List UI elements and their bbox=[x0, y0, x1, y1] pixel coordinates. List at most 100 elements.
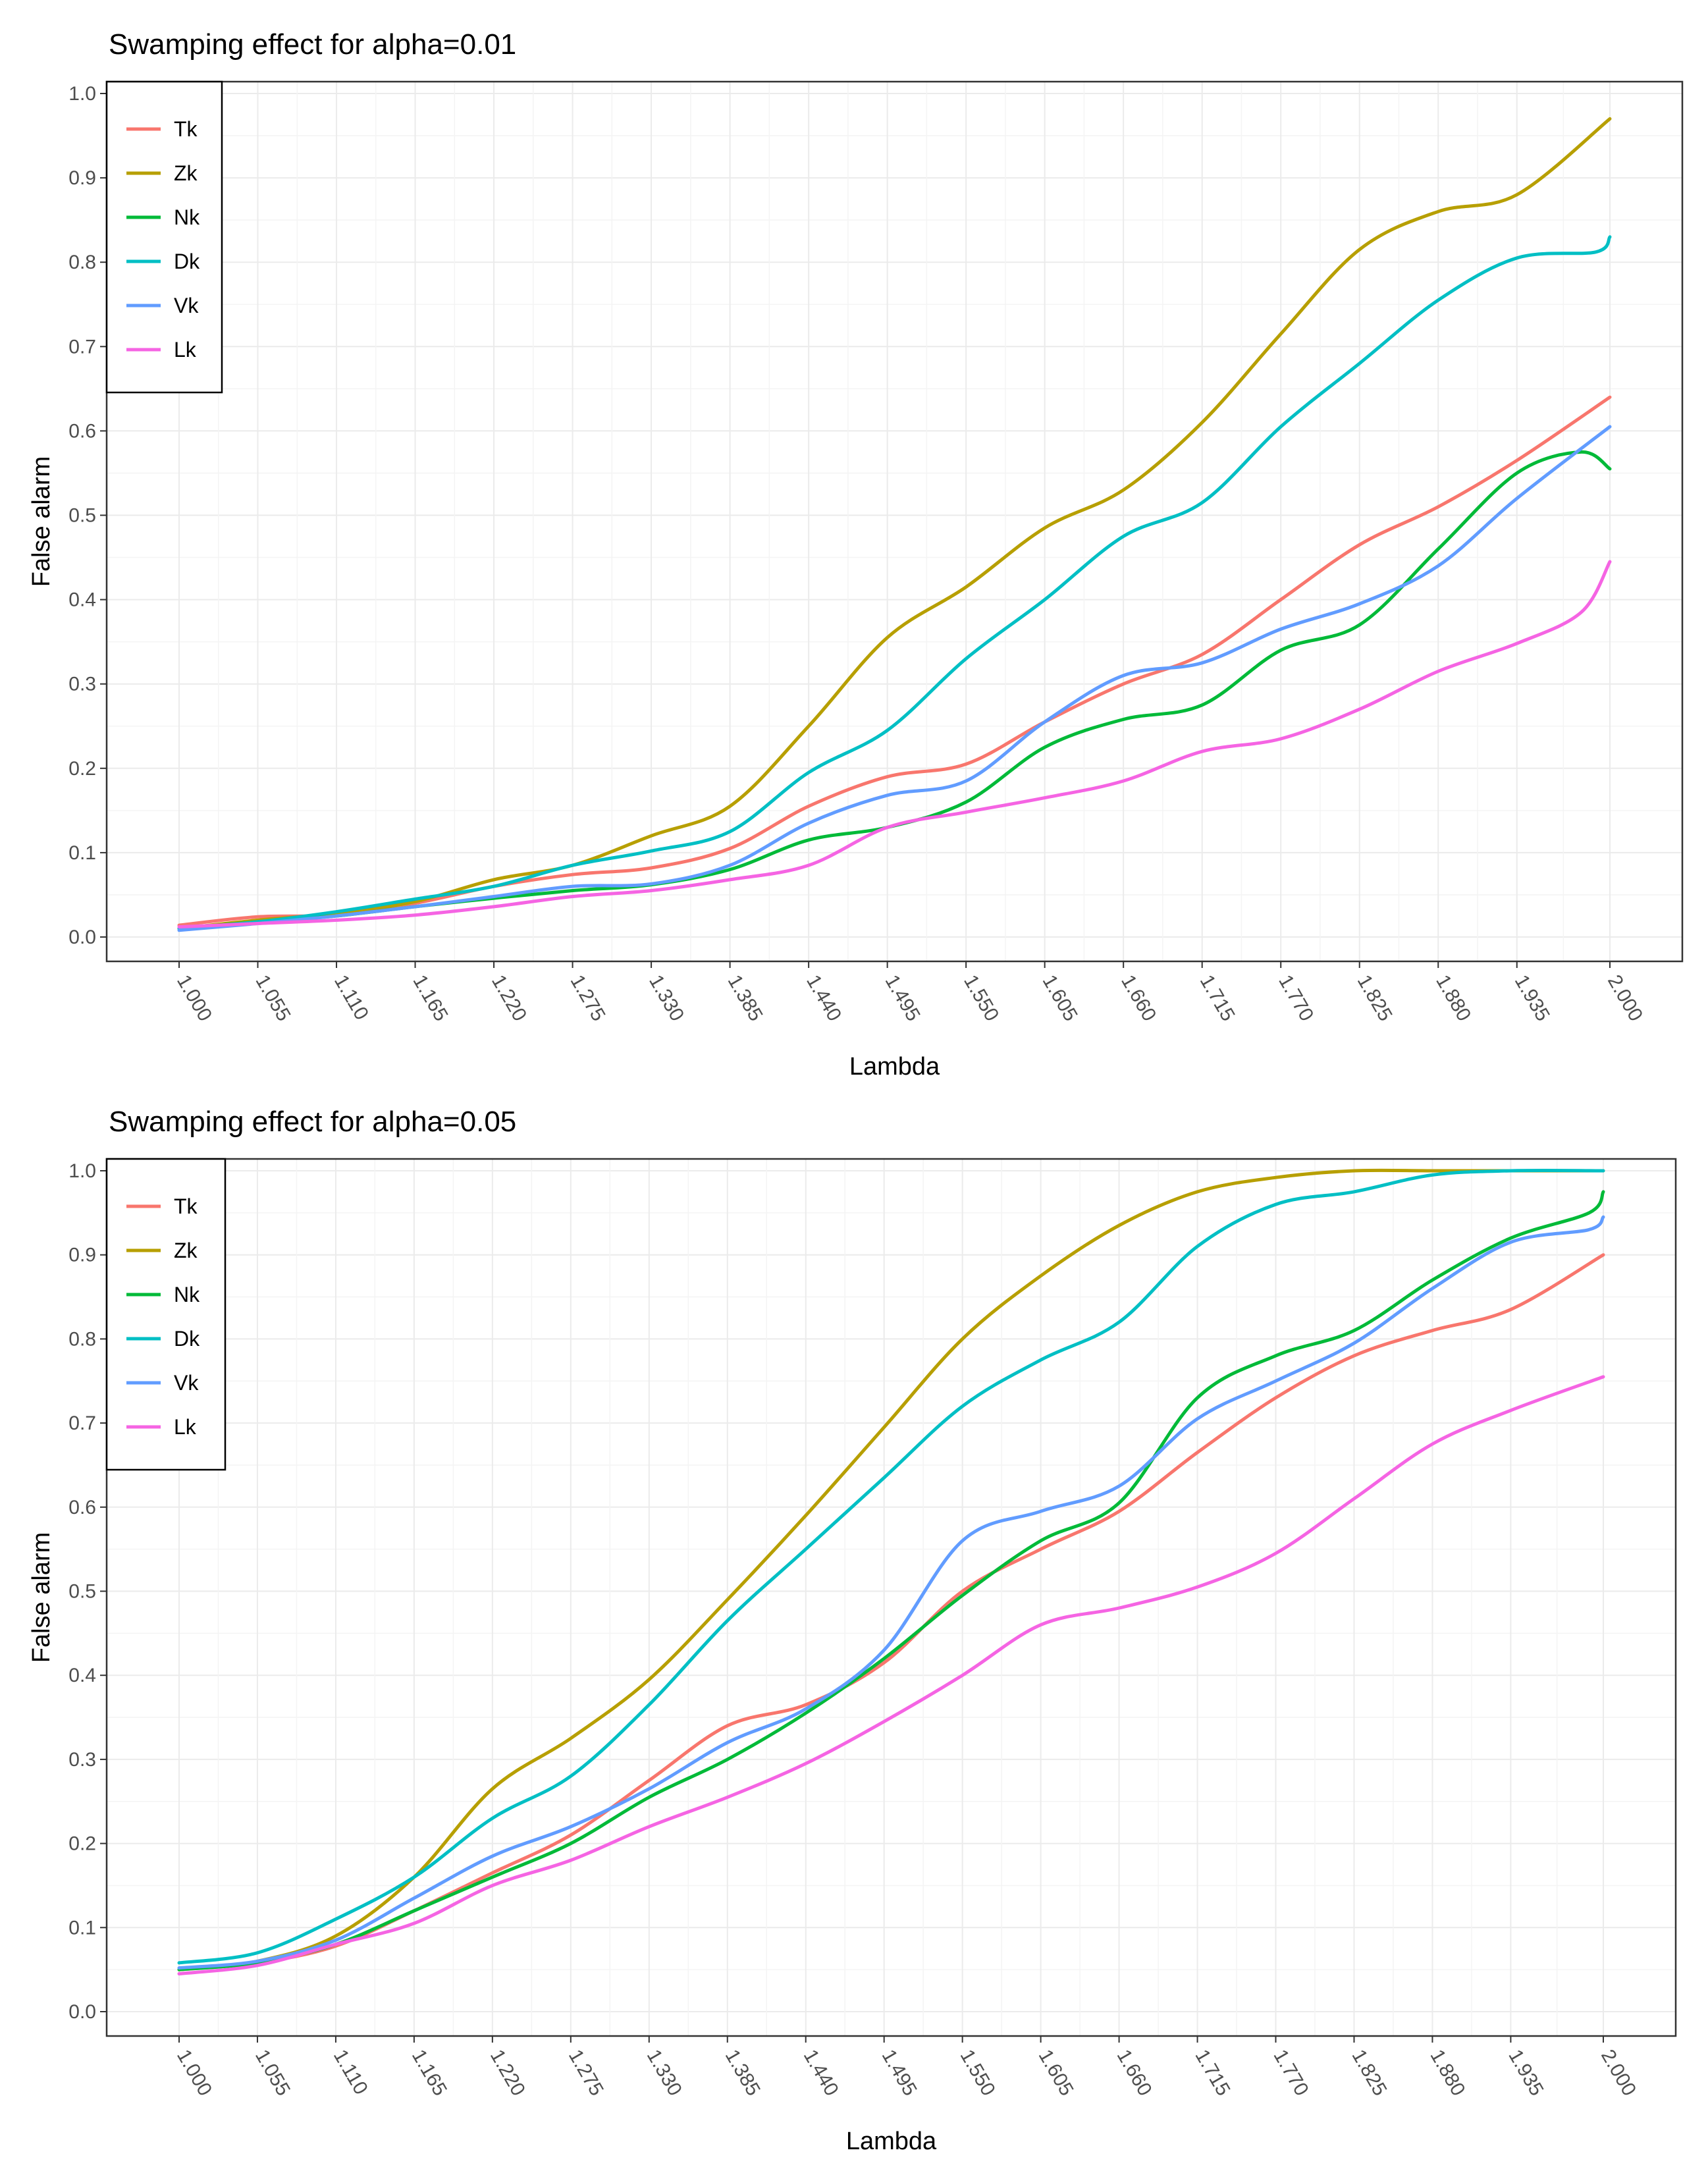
series-line-zk bbox=[177, 1168, 1605, 1971]
y-tick-label: 0.5 bbox=[68, 505, 96, 527]
series-line-dk bbox=[177, 1169, 1605, 1965]
legend-label-tk: Tk bbox=[174, 117, 198, 141]
y-tick-label: 0.6 bbox=[68, 1497, 96, 1518]
x-tick-label: 1.000 bbox=[173, 2046, 216, 2100]
chart-panel-alpha-001: Swamping effect for alpha=0.01 0.0 0.1 0.2… bbox=[28, 28, 1684, 1081]
y-tick-label: 0.7 bbox=[68, 336, 96, 358]
y-tick-label: 0.0 bbox=[68, 926, 96, 948]
x-tick-label: 1.275 bbox=[566, 971, 610, 1025]
y-tick-label: 1.0 bbox=[68, 83, 96, 105]
chart-panel-alpha-005: Swamping effect for alpha=0.05 0.0 0.1 0.2… bbox=[28, 1106, 1677, 2155]
x-tick-label: 1.605 bbox=[1034, 2046, 1078, 2100]
plot-frame bbox=[105, 1158, 1677, 2037]
y-tick-label: 0.1 bbox=[68, 842, 96, 864]
x-tick-label: 1.440 bbox=[802, 971, 845, 1025]
y-tick-label: 0.4 bbox=[68, 589, 96, 611]
x-tick-label: 1.220 bbox=[487, 971, 531, 1025]
series-lines bbox=[177, 117, 1612, 932]
legend-label-dk: Dk bbox=[174, 250, 200, 273]
x-tick-label: 1.495 bbox=[881, 971, 924, 1025]
series-line-tk bbox=[177, 1253, 1605, 1971]
legend-label-tk: Tk bbox=[174, 1194, 198, 1218]
x-tick-label: 1.330 bbox=[643, 2046, 686, 2100]
x-tick-label: 1.770 bbox=[1274, 971, 1318, 1025]
legend: Tk Zk Nk Dk Vk Lk bbox=[105, 1158, 227, 1471]
legend-label-vk: Vk bbox=[174, 1371, 199, 1395]
x-tick-label: 1.000 bbox=[173, 971, 216, 1025]
plot-frame bbox=[105, 80, 1684, 963]
grid bbox=[107, 1159, 1676, 2036]
x-tick-label: 1.385 bbox=[721, 2046, 764, 2100]
x-tick-label: 1.110 bbox=[330, 971, 373, 1024]
series-lines bbox=[177, 1168, 1605, 1975]
y-axis-ticks: 0.0 0.1 0.2 0.3 0.4 0.5 0.6 0.7 0.8 0.9 1.0 bbox=[68, 1160, 107, 2023]
y-tick-label: 0.1 bbox=[68, 1917, 96, 1939]
legend: Tk Zk Nk Dk Vk Lk bbox=[105, 80, 223, 394]
y-axis-label: False alarm bbox=[28, 456, 55, 587]
x-tick-label: 1.550 bbox=[956, 2046, 1000, 2100]
x-tick-label: 1.495 bbox=[878, 2046, 921, 2100]
x-tick-label: 1.605 bbox=[1038, 971, 1082, 1025]
y-tick-label: 0.2 bbox=[68, 758, 96, 780]
y-tick-label: 0.9 bbox=[68, 167, 96, 189]
y-tick-label: 0.0 bbox=[68, 2001, 96, 2023]
y-tick-label: 0.3 bbox=[68, 1749, 96, 1771]
x-tick-label: 1.110 bbox=[329, 2046, 372, 2099]
x-axis-label: Lambda bbox=[846, 2128, 937, 2155]
x-tick-label: 1.825 bbox=[1353, 971, 1397, 1025]
x-tick-label: 1.660 bbox=[1113, 2046, 1156, 2100]
x-tick-label: 1.660 bbox=[1117, 971, 1160, 1025]
legend-label-nk: Nk bbox=[174, 205, 200, 229]
legend-label-nk: Nk bbox=[174, 1283, 200, 1306]
y-tick-label: 1.0 bbox=[68, 1160, 96, 1182]
series-line-lk bbox=[177, 1375, 1605, 1975]
grid bbox=[107, 82, 1682, 961]
chart-title: Swamping effect for alpha=0.01 bbox=[109, 28, 516, 61]
x-tick-label: 1.935 bbox=[1504, 2046, 1547, 2100]
y-tick-label: 0.4 bbox=[68, 1665, 96, 1686]
y-tick-label: 0.7 bbox=[68, 1412, 96, 1434]
x-tick-label: 2.000 bbox=[1603, 971, 1647, 1025]
series-line-tk bbox=[177, 395, 1612, 927]
x-tick-label: 1.880 bbox=[1431, 971, 1475, 1025]
series-line-lk bbox=[177, 560, 1612, 929]
legend-label-zk: Zk bbox=[174, 1239, 198, 1262]
x-tick-label: 1.220 bbox=[486, 2046, 529, 2100]
legend-box bbox=[105, 1158, 227, 1471]
series-line-zk bbox=[177, 117, 1612, 930]
x-tick-label: 1.825 bbox=[1347, 2046, 1391, 2100]
x-tick-label: 1.935 bbox=[1510, 971, 1554, 1025]
chart-title: Swamping effect for alpha=0.05 bbox=[109, 1106, 516, 1138]
x-tick-label: 1.330 bbox=[645, 971, 688, 1025]
x-tick-label: 1.770 bbox=[1269, 2046, 1312, 2100]
x-tick-label: 1.165 bbox=[408, 2046, 451, 2100]
y-tick-label: 0.2 bbox=[68, 1833, 96, 1855]
y-axis-ticks: 0.0 0.1 0.2 0.3 0.4 0.5 0.6 0.7 0.8 0.9 1.0 bbox=[68, 83, 107, 948]
x-tick-label: 1.385 bbox=[724, 971, 767, 1025]
x-tick-label: 1.440 bbox=[799, 2046, 843, 2100]
y-tick-label: 0.5 bbox=[68, 1581, 96, 1603]
x-tick-label: 1.165 bbox=[408, 971, 452, 1025]
series-line-nk bbox=[177, 1190, 1605, 1971]
series-line-dk bbox=[177, 235, 1612, 930]
legend-box bbox=[105, 80, 223, 394]
x-tick-label: 1.055 bbox=[251, 971, 294, 1025]
x-tick-label: 1.715 bbox=[1196, 971, 1239, 1025]
legend-label-lk: Lk bbox=[174, 338, 197, 362]
y-axis-label: False alarm bbox=[28, 1532, 55, 1663]
y-tick-label: 0.3 bbox=[68, 674, 96, 695]
x-tick-label: 1.055 bbox=[251, 2046, 294, 2100]
legend-label-vk: Vk bbox=[174, 294, 199, 317]
legend-label-zk: Zk bbox=[174, 161, 198, 185]
x-axis-ticks: 1.000 1.055 1.110 1.165 1.220 1.275 1.330 1.385… bbox=[173, 961, 1647, 1025]
x-tick-label: 1.550 bbox=[959, 971, 1003, 1025]
x-tick-label: 1.880 bbox=[1426, 2046, 1469, 2100]
y-tick-label: 0.6 bbox=[68, 420, 96, 442]
series-line-vk bbox=[177, 1215, 1605, 1970]
x-tick-label: 1.715 bbox=[1190, 2046, 1234, 2100]
y-tick-label: 0.8 bbox=[68, 252, 96, 273]
x-tick-label: 2.000 bbox=[1597, 2046, 1640, 2100]
series-line-vk bbox=[177, 425, 1612, 932]
legend-label-lk: Lk bbox=[174, 1415, 197, 1439]
